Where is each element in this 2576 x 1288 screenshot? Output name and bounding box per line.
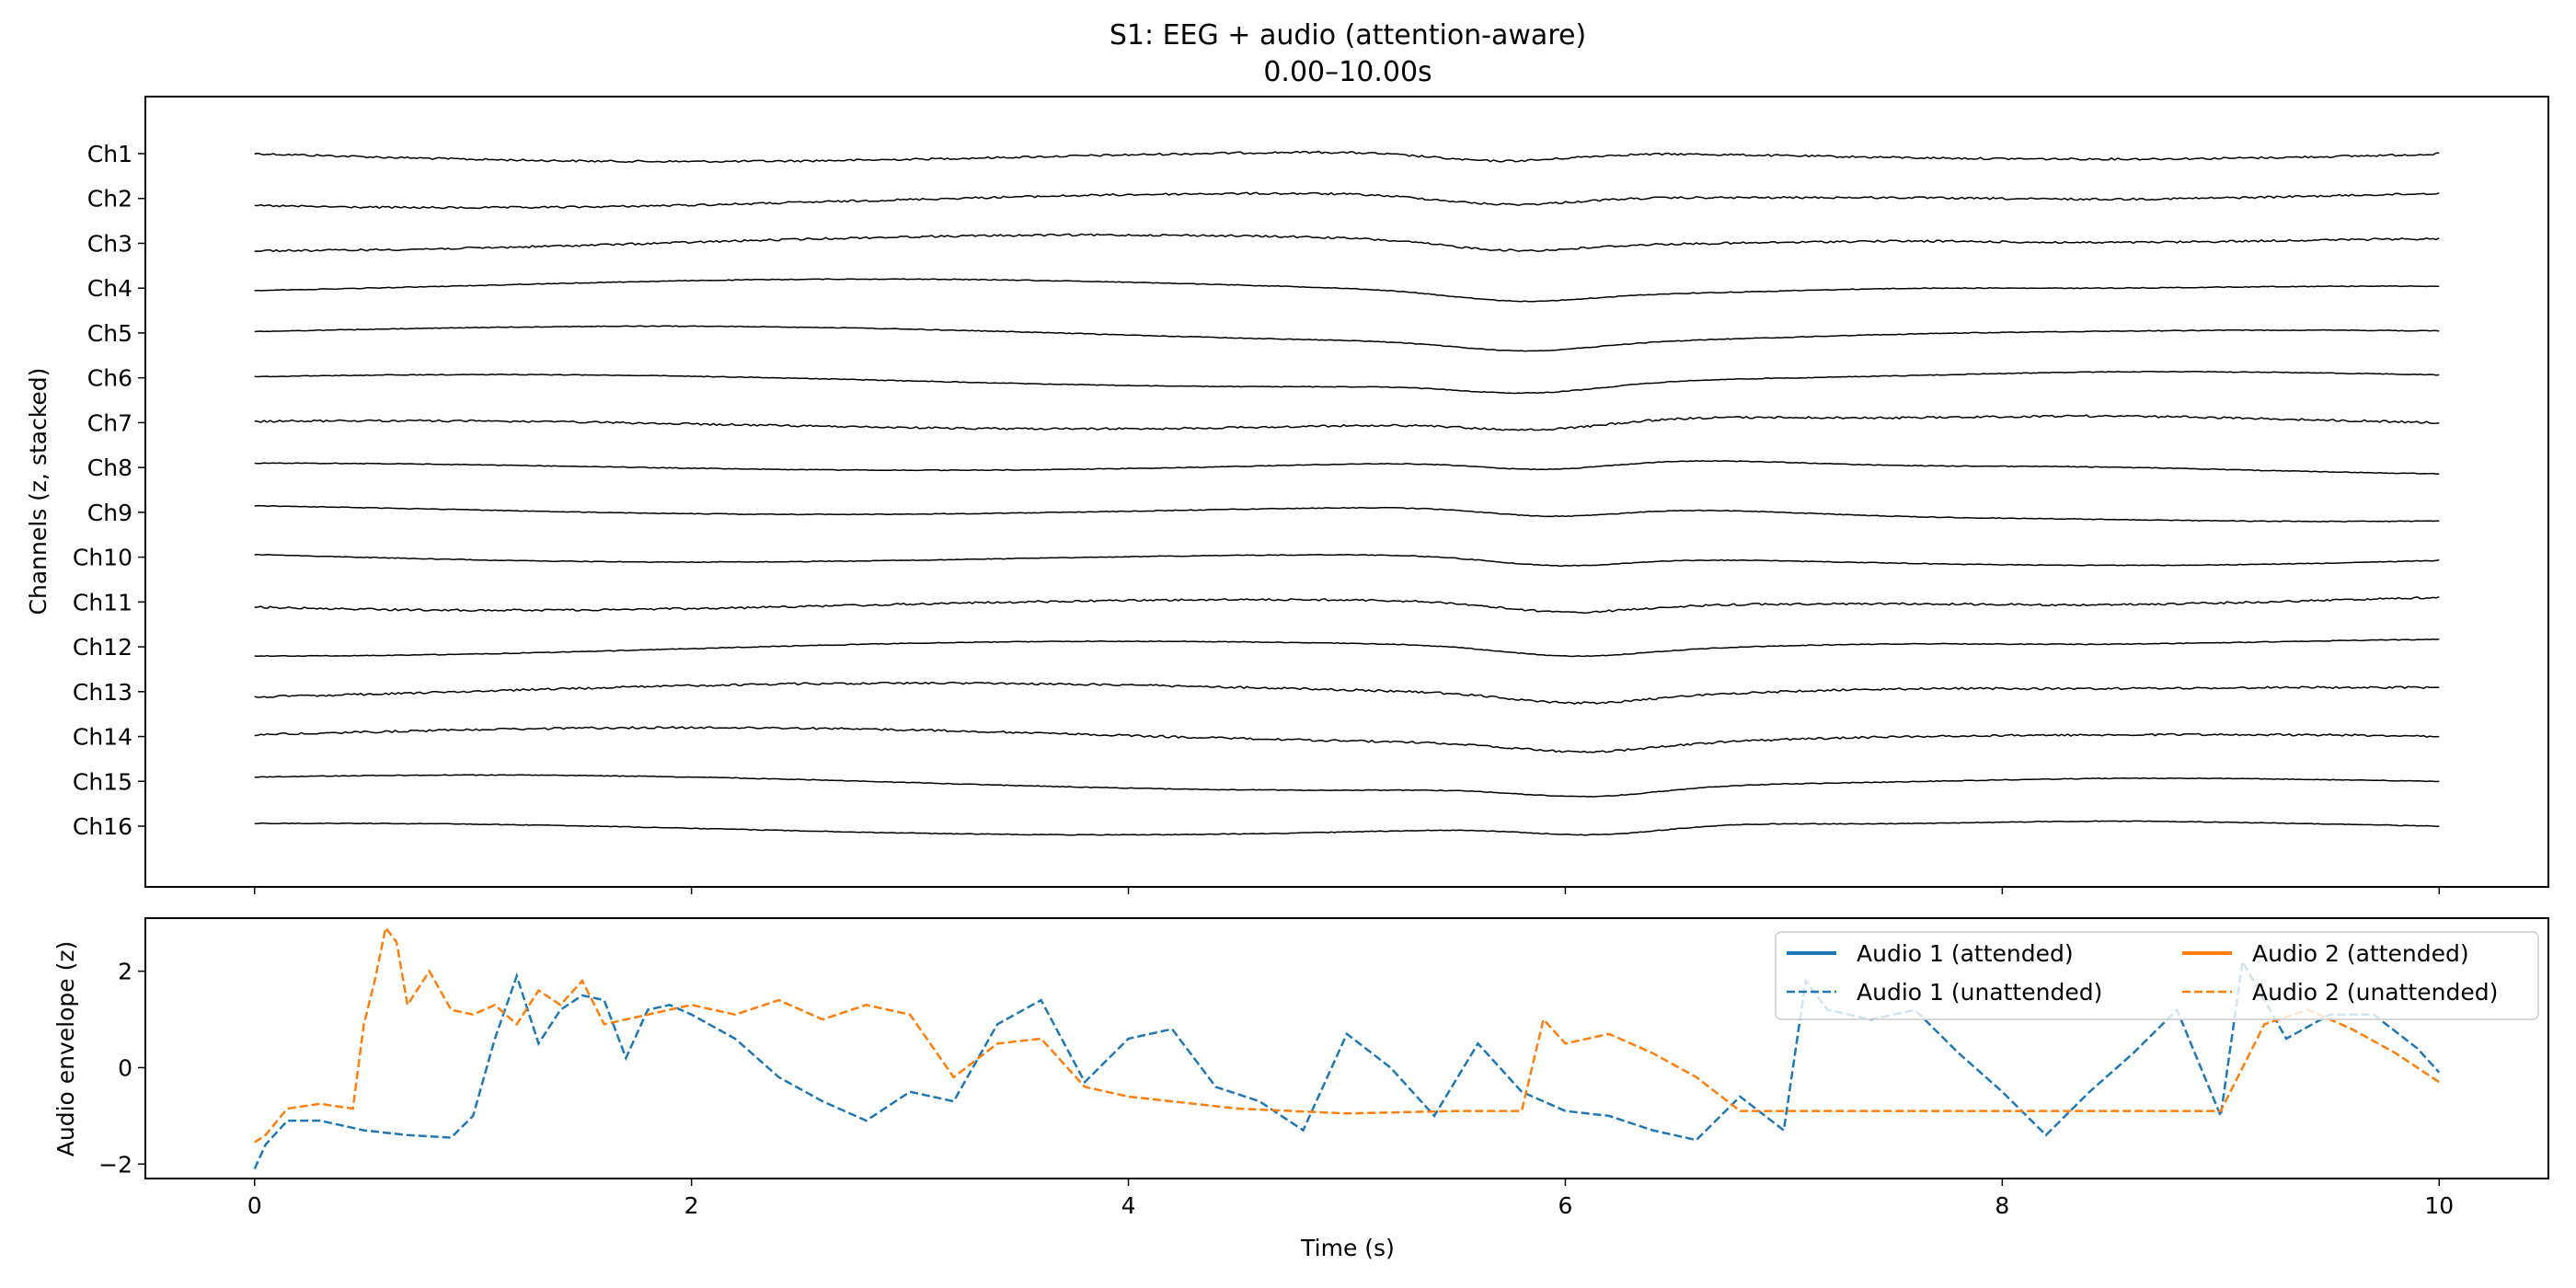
chart-title: S1: EEG + audio (attention-aware) [1110, 19, 1586, 52]
eeg-channel-label: Ch13 [73, 679, 132, 706]
eeg-channel-trace [254, 820, 2440, 836]
audio-y-ticks: −2 0 2 [98, 959, 145, 1178]
eeg-channel-label: Ch14 [73, 724, 132, 751]
eeg-channel-trace [254, 414, 2440, 431]
legend-label-audio1-attended: Audio 1 (attended) [1857, 940, 2074, 967]
eeg-channel-label: Ch1 [87, 141, 132, 167]
audio-axes-frame [144, 917, 2549, 1179]
eeg-traces [254, 150, 2440, 836]
eeg-channel-label: Ch3 [87, 230, 132, 257]
legend-label-audio1-unattended: Audio 1 (unattended) [1857, 979, 2102, 1006]
eeg-channel-label: Ch7 [87, 409, 132, 436]
eeg-channel-trace [254, 191, 2440, 210]
eeg-channel-trace [254, 553, 2440, 567]
eeg-y-axis-label: Channels (z, stacked) [25, 368, 52, 615]
eeg-channel-label: Ch11 [73, 589, 132, 615]
audio-x-tick-label: 0 [247, 1192, 262, 1219]
audio-x-tick-label: 2 [684, 1192, 699, 1219]
legend-label-audio2-unattended: Audio 2 (unattended) [2252, 979, 2498, 1006]
audio-series-1-line [253, 958, 2441, 1170]
eeg-channel-label: Ch10 [73, 545, 132, 571]
eeg-channel-trace [254, 681, 2440, 705]
eeg-channel-trace [254, 233, 2440, 253]
audio-x-tick-label: 10 [2424, 1192, 2454, 1219]
eeg-x-ticks [253, 887, 2441, 894]
eeg-channel-trace [254, 459, 2440, 475]
eeg-channel-trace [254, 325, 2440, 352]
eeg-channel-label: Ch6 [87, 365, 132, 392]
eeg-channel-trace [254, 638, 2440, 658]
eeg-channel-label: Ch8 [87, 454, 132, 481]
eeg-channel-trace [254, 774, 2440, 798]
eeg-channel-label: Ch15 [73, 768, 132, 795]
eeg-channel-label: Ch4 [87, 275, 132, 302]
eeg-channel-trace [254, 595, 2440, 614]
eeg-channel-label: Ch16 [73, 813, 132, 840]
eeg-channel-label: Ch2 [87, 186, 132, 213]
eeg-panel: Ch1 Ch2 Ch3 Ch4 Ch5 Ch6 Ch7 Ch8 Ch9 Ch10 Ch11 Ch12 C… [25, 96, 2549, 894]
eeg-channel-trace [254, 370, 2440, 395]
audio-panel: −2 0 2 0 2 4 6 8 10 Audio envelope (z) Time (s)… [52, 917, 2549, 1261]
eeg-channel-label: Ch9 [87, 500, 132, 526]
eeg-channel-label: Ch5 [87, 320, 132, 347]
chart-subtitle: 0.00–10.00s [1263, 56, 1432, 88]
legend-box [1775, 931, 2539, 1020]
audio-x-tick-label: 6 [1558, 1192, 1573, 1219]
audio-x-ticks: 0 2 4 6 8 10 [247, 1179, 2454, 1219]
legend-label-audio2-attended: Audio 2 (attended) [2252, 940, 2469, 967]
audio-series-3-line [254, 925, 2440, 1144]
audio-x-tick-label: 4 [1121, 1192, 1136, 1219]
audio-legend: Audio 1 (attended) Audio 1 (unattended) … [1775, 931, 2539, 1020]
audio-y-tick-label: 0 [118, 1054, 132, 1081]
eeg-axes-frame [144, 96, 2549, 888]
eeg-y-ticks: Ch1 Ch2 Ch3 Ch4 Ch5 Ch6 Ch7 Ch8 Ch9 Ch10 Ch11 Ch12 C… [73, 141, 145, 840]
audio-y-tick-label: −2 [98, 1151, 132, 1178]
audio-traces [253, 925, 2441, 1170]
eeg-channel-trace [254, 150, 2440, 164]
eeg-channel-trace [254, 725, 2440, 753]
audio-y-tick-label: 2 [118, 959, 132, 985]
audio-x-tick-label: 8 [1995, 1192, 2009, 1219]
audio-y-axis-label: Audio envelope (z) [52, 941, 79, 1156]
eeg-channel-label: Ch12 [73, 634, 132, 661]
eeg-channel-trace [254, 504, 2440, 523]
audio-x-axis-label: Time (s) [1300, 1235, 1395, 1261]
eeg-channel-trace [254, 278, 2440, 303]
